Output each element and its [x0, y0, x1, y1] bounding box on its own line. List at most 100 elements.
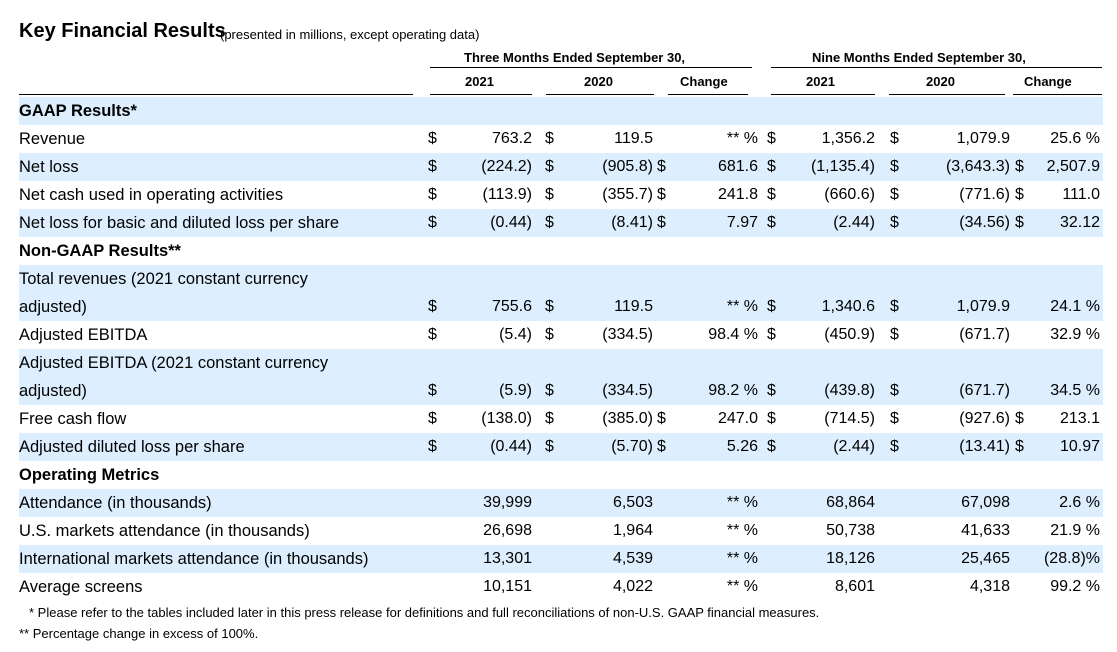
value-cell: (13.41)	[959, 438, 1010, 455]
value-cell: 50,738	[826, 522, 875, 539]
page-title: Key Financial Results	[19, 20, 226, 42]
currency-symbol: $	[890, 298, 899, 315]
value-cell: (2.44)	[833, 214, 875, 231]
currency-symbol: $	[767, 214, 776, 231]
currency-symbol: $	[428, 130, 437, 147]
value-cell: 119.5	[614, 130, 653, 147]
value-cell: (334.5)	[602, 382, 653, 399]
value-cell: (355.7)	[602, 186, 653, 203]
change-cell: 10.97	[1059, 438, 1100, 455]
value-cell: (5.9)	[499, 382, 532, 399]
col-rule-6	[1013, 94, 1102, 95]
change-cell: 7.97	[726, 214, 758, 231]
currency-symbol: $	[767, 298, 776, 315]
col-2021-three: 2021	[465, 74, 494, 89]
currency-symbol: $	[890, 326, 899, 343]
change-cell: 21.9 %	[1050, 522, 1100, 539]
value-cell: (671.7)	[959, 326, 1010, 343]
value-cell: 119.5	[614, 298, 653, 315]
value-cell: (224.2)	[481, 158, 532, 175]
row-label: Revenue	[19, 130, 86, 148]
change-cell: 25.6 %	[1050, 130, 1100, 147]
change-cell: 2,507.9	[1046, 158, 1100, 175]
value-cell: 41,633	[961, 522, 1010, 539]
currency-symbol: $	[657, 410, 666, 427]
value-cell: (5.70)	[611, 438, 653, 455]
change-cell: 2.6 %	[1059, 494, 1100, 511]
value-cell: 18,126	[826, 550, 875, 567]
currency-symbol: $	[890, 158, 899, 175]
currency-symbol: $	[657, 214, 666, 231]
header-nine-months: Nine Months Ended September 30,	[812, 50, 1026, 65]
change-cell: 32.12	[1059, 214, 1100, 231]
value-cell: (5.4)	[499, 326, 532, 343]
change-cell: 247.0	[717, 410, 758, 427]
value-cell: 1,356.2	[821, 130, 875, 147]
currency-symbol: $	[890, 382, 899, 399]
currency-symbol: $	[428, 158, 437, 175]
change-cell: ** %	[726, 494, 758, 511]
footnote-2: ** Percentage change in excess of 100%.	[19, 626, 259, 641]
value-cell: 1,340.6	[821, 298, 875, 315]
currency-symbol: $	[767, 158, 776, 175]
table-row: Revenue $763.2 $119.5 ** % $1,356.2 $1,079.9 2…	[19, 125, 1103, 153]
change-cell: 241.8	[717, 186, 758, 203]
table-row: U.S. markets attendance (in thousands) 26…	[19, 517, 1103, 545]
value-cell: (439.8)	[824, 382, 875, 399]
row-label: Net loss for basic and diluted loss per …	[19, 214, 340, 232]
currency-symbol: $	[545, 326, 554, 343]
section-label: Non-GAAP Results**	[19, 242, 181, 260]
row-label-continued: adjusted)	[19, 298, 87, 316]
page-subtitle: (presented in millions, except operating…	[220, 27, 480, 42]
table-row: Net loss $ (224.2) $ (905.8) $681.6 $ (1,135.4)…	[19, 153, 1103, 181]
value-cell: 68,864	[826, 494, 875, 511]
row-label-continued: adjusted)	[19, 382, 87, 400]
row-label: Adjusted diluted loss per share	[19, 438, 245, 456]
change-cell: 5.26	[726, 438, 758, 455]
row-label: Total revenues (2021 constant currency	[19, 270, 308, 288]
row-label: Free cash flow	[19, 410, 127, 428]
currency-symbol: $	[545, 214, 554, 231]
currency-symbol: $	[657, 186, 666, 203]
value-cell: (34.56)	[959, 214, 1010, 231]
value-cell: (0.44)	[490, 438, 532, 455]
value-cell: (905.8)	[602, 158, 653, 175]
currency-symbol: $	[428, 438, 437, 455]
currency-symbol: $	[767, 410, 776, 427]
value-cell: 13,301	[483, 550, 532, 567]
value-cell: 4,022	[612, 578, 653, 595]
value-cell: (1,135.4)	[810, 158, 875, 175]
currency-symbol: $	[545, 130, 554, 147]
currency-symbol: $	[890, 214, 899, 231]
value-cell: 4,318	[969, 578, 1010, 595]
value-cell: 1,079.9	[956, 298, 1010, 315]
table-row: Average screens 10,151 4,022 ** % 8,601 4,318…	[19, 573, 1103, 601]
value-cell: 10,151	[483, 578, 532, 595]
header-rule-three	[430, 67, 752, 68]
currency-symbol: $	[890, 438, 899, 455]
footnote-1: * Please refer to the tables included la…	[29, 605, 820, 620]
section-header-row: Non-GAAP Results**	[19, 237, 1103, 265]
row-label: Average screens	[19, 578, 143, 596]
value-cell: 1,964	[612, 522, 653, 539]
row-label: Net loss	[19, 158, 79, 176]
currency-symbol: $	[428, 410, 437, 427]
change-cell: ** %	[726, 130, 758, 147]
change-cell: 24.1 %	[1050, 298, 1100, 315]
currency-symbol: $	[545, 410, 554, 427]
change-cell: 98.4 %	[708, 326, 758, 343]
value-cell: (927.6)	[959, 410, 1010, 427]
change-cell: ** %	[726, 298, 758, 315]
currency-symbol: $	[890, 410, 899, 427]
change-cell: 681.6	[717, 158, 758, 175]
table-row: Attendance (in thousands) 39,999 6,503 ** %…	[19, 489, 1103, 517]
currency-symbol: $	[767, 326, 776, 343]
change-cell: 32.9 %	[1050, 326, 1100, 343]
col-2020-three: 2020	[584, 74, 613, 89]
value-cell: (334.5)	[602, 326, 653, 343]
table-row: Adjusted diluted loss per share $ (0.44) $ (…	[19, 433, 1103, 461]
col-rule-2	[546, 94, 654, 95]
row-label: Attendance (in thousands)	[19, 494, 212, 512]
value-cell: 755.6	[491, 298, 532, 315]
change-cell: ** %	[726, 578, 758, 595]
